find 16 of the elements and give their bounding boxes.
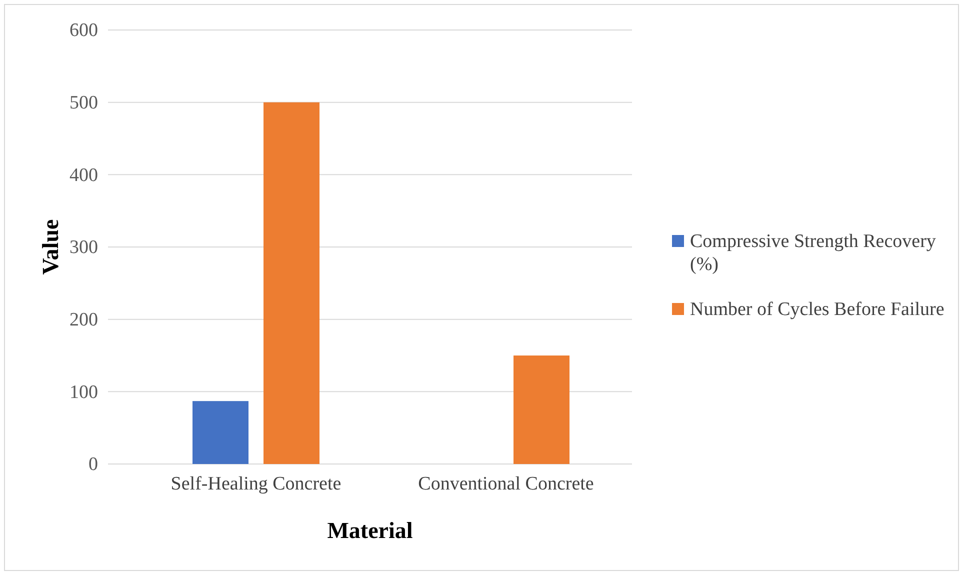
x-axis-title: Material <box>327 518 413 543</box>
y-tick-label: 400 <box>70 164 98 186</box>
legend-label: Compressive Strength Recovery (%) <box>690 231 936 275</box>
y-tick-label: 500 <box>70 92 98 114</box>
y-tick-label: 100 <box>70 382 98 403</box>
y-tick-label: 0 <box>88 454 98 476</box>
legend-label: Number of Cycles Before Failure <box>690 299 944 320</box>
y-axis-title: Value <box>38 219 63 275</box>
y-tick-label: 200 <box>70 309 98 330</box>
x-tick-label: Conventional Concrete <box>418 473 594 494</box>
bar <box>192 401 248 464</box>
y-tick-label: 600 <box>70 20 98 42</box>
bar <box>514 356 570 464</box>
bar <box>264 102 320 464</box>
x-tick-label: Self-Healing Concrete <box>170 473 342 494</box>
y-tick-label: 300 <box>70 237 98 258</box>
